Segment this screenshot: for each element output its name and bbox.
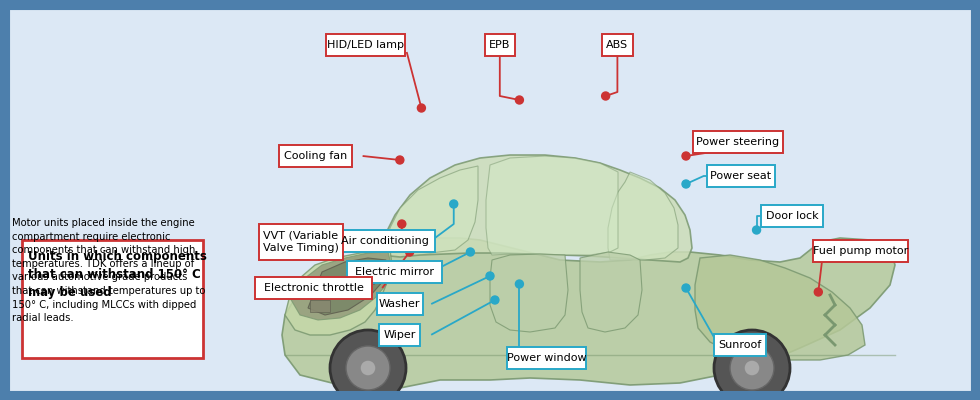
Text: Door lock: Door lock [765, 211, 818, 221]
Circle shape [515, 96, 523, 104]
Bar [256, 277, 371, 299]
Polygon shape [608, 172, 678, 260]
Text: Fuel pump motor: Fuel pump motor [812, 246, 908, 256]
Text: Air conditioning: Air conditioning [341, 236, 429, 246]
Bar [335, 230, 435, 252]
Polygon shape [695, 255, 865, 360]
Polygon shape [486, 156, 618, 255]
Text: Power seat: Power seat [710, 171, 771, 181]
Bar [707, 165, 775, 187]
Bar [310, 300, 330, 312]
Text: Electric mirror: Electric mirror [356, 267, 434, 277]
Circle shape [466, 248, 474, 256]
Text: Units in which components
that can withstand 150° C
may be used: Units in which components that can withs… [27, 250, 207, 299]
Circle shape [491, 296, 499, 304]
Bar [350, 268, 374, 284]
Circle shape [346, 346, 390, 390]
Text: Electronic throttle: Electronic throttle [264, 283, 364, 293]
Bar [279, 145, 352, 167]
Text: VVT (Variable
Valve Timing): VVT (Variable Valve Timing) [263, 231, 339, 253]
Circle shape [330, 330, 406, 400]
Bar [348, 261, 442, 283]
Text: Motor units placed inside the engine
compartment require electronic
components t: Motor units placed inside the engine com… [12, 218, 205, 323]
Bar [693, 131, 783, 153]
Circle shape [602, 92, 610, 100]
Bar [603, 34, 632, 56]
Text: Power steering: Power steering [697, 137, 779, 147]
Circle shape [450, 200, 458, 208]
Bar [508, 347, 586, 369]
Bar [318, 278, 346, 298]
Circle shape [744, 360, 760, 376]
Bar [379, 324, 420, 346]
Text: EPB: EPB [489, 40, 511, 50]
Circle shape [515, 280, 523, 288]
Bar [326, 34, 405, 56]
Bar [760, 205, 823, 227]
Circle shape [360, 360, 376, 376]
Polygon shape [290, 252, 392, 320]
Polygon shape [285, 250, 392, 335]
Circle shape [682, 284, 690, 292]
Circle shape [486, 272, 494, 280]
Circle shape [753, 226, 760, 234]
Circle shape [730, 346, 774, 390]
Polygon shape [385, 166, 478, 253]
Text: HID/LED lamp: HID/LED lamp [327, 40, 404, 50]
Text: Cooling fan: Cooling fan [284, 151, 347, 161]
Text: Sunroof: Sunroof [718, 340, 761, 350]
Polygon shape [580, 252, 642, 332]
Circle shape [417, 104, 425, 112]
Circle shape [406, 248, 414, 256]
Circle shape [814, 288, 822, 296]
Circle shape [398, 220, 406, 228]
Circle shape [682, 152, 690, 160]
Polygon shape [490, 254, 568, 332]
Circle shape [714, 330, 790, 400]
Bar [714, 334, 765, 356]
Text: Power window: Power window [507, 353, 587, 363]
Bar [485, 34, 514, 56]
Text: Wiper: Wiper [383, 330, 416, 340]
Circle shape [396, 156, 404, 164]
Bar [376, 293, 423, 315]
Text: ABS: ABS [607, 40, 628, 50]
Text: Washer: Washer [379, 299, 420, 309]
Polygon shape [380, 155, 692, 262]
Bar [22, 240, 203, 358]
Bar [813, 240, 907, 262]
Polygon shape [308, 258, 386, 315]
Bar [259, 224, 343, 260]
Polygon shape [282, 238, 895, 388]
Circle shape [682, 180, 690, 188]
